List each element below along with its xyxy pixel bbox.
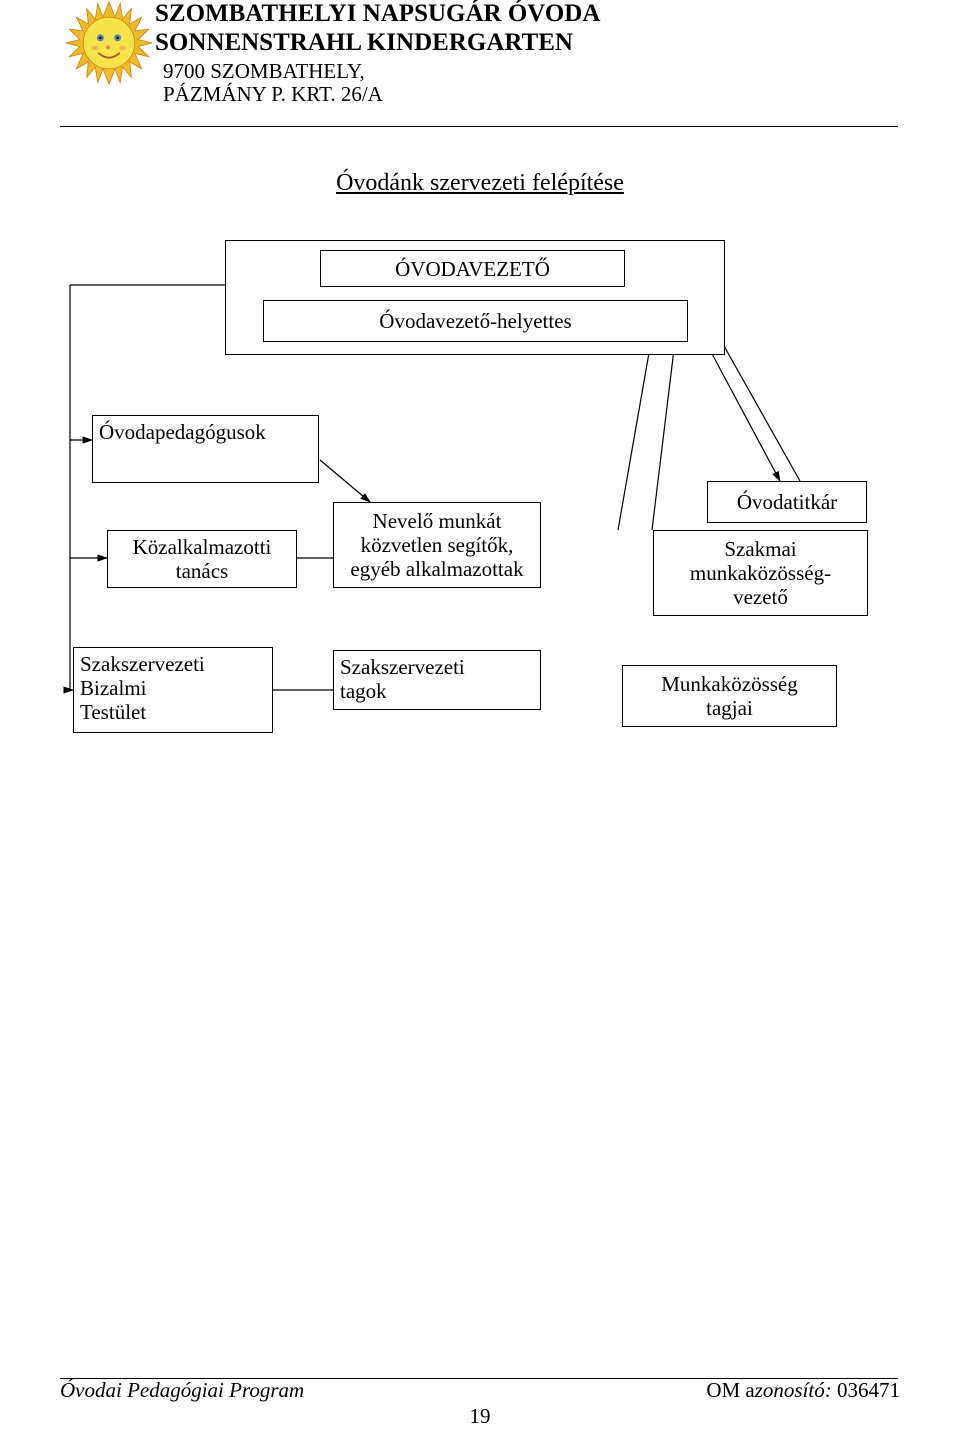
section-title: Óvodánk szervezeti felépítése	[0, 170, 960, 197]
org-name-de: SONNENSTRAHL KINDERGARTEN	[155, 29, 915, 58]
org-chart: ÓVODAVEZETŐ Óvodavezető-helyettes Óvodaped…	[0, 0, 960, 800]
footer-om-id: OM azonosító: 036471	[706, 1378, 900, 1403]
org-chart-connectors	[0, 0, 960, 800]
org-node-helyettes: Óvodavezető-helyettes	[263, 300, 688, 342]
footer-om-prefix: OM a	[706, 1378, 754, 1402]
org-node-munkakoz: Munkaközösségtagjai	[622, 665, 837, 727]
footer-program-name: Óvodai Pedagógiai Program	[60, 1378, 304, 1403]
org-node-szakmai: Szakmaimunkaközösség-vezető	[653, 530, 868, 616]
footer-om-number: 036471	[832, 1378, 900, 1402]
letterhead: SZOMBATHELYI NAPSUGÁR ÓVODA SONNENSTRAHL…	[155, 0, 915, 106]
org-node-titkar: Óvodatitkár	[707, 481, 867, 523]
org-node-pedagogusok: Óvodapedagógusok	[92, 415, 319, 483]
org-node-szakszerv_tag: Szakszervezetitagok	[333, 650, 541, 710]
address-line2: PÁZMÁNY P. KRT. 26/A	[155, 83, 915, 106]
header-divider	[60, 126, 898, 127]
address-line1: 9700 SZOMBATHELY,	[155, 60, 915, 83]
org-node-nevelo: Nevelő munkátközvetlen segítők,egyéb alk…	[333, 502, 541, 588]
org-node-szakszerv_biz: SzakszervezetiBizalmi Testület	[73, 647, 273, 733]
org-node-kozalk: Közalkalmazottitanács	[107, 530, 297, 588]
org-node-outer_top	[225, 240, 725, 355]
org-node-vezeto: ÓVODAVEZETŐ	[320, 250, 625, 287]
page-number: 19	[0, 1404, 960, 1429]
sun-logo-icon	[66, 0, 152, 86]
document-page: SZOMBATHELYI NAPSUGÁR ÓVODA SONNENSTRAHL…	[0, 0, 960, 1444]
footer-om-italic: zonosító:	[755, 1378, 832, 1402]
org-name-hu: SZOMBATHELYI NAPSUGÁR ÓVODA	[155, 0, 915, 29]
